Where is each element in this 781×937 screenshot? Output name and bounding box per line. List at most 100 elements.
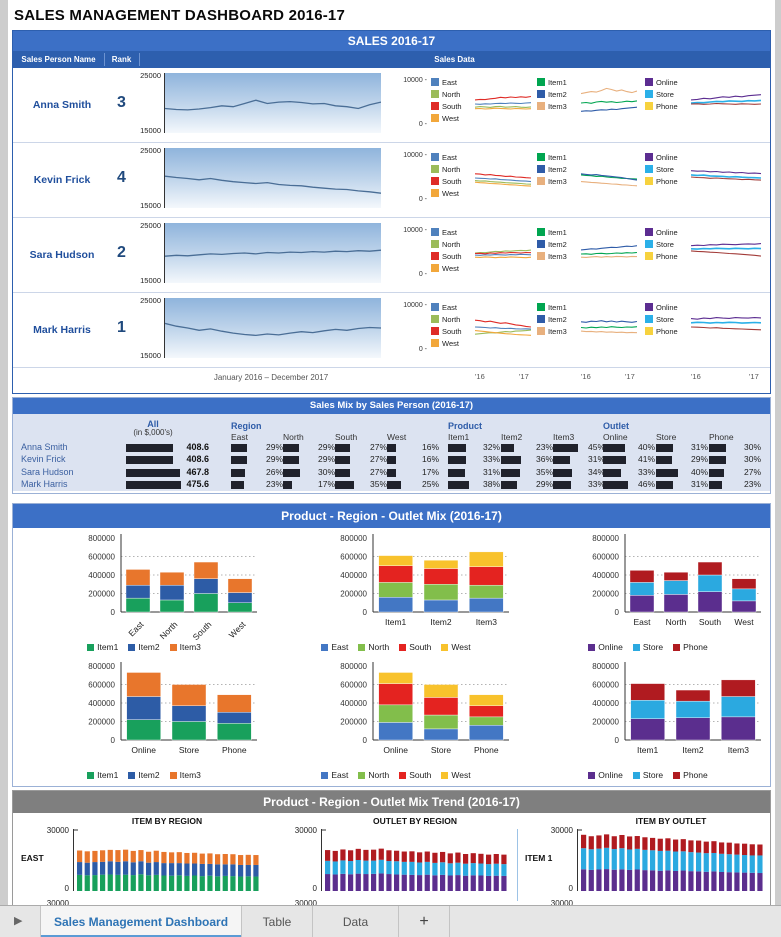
mix-body: Region Product Outlet All (in $,000's) East No… <box>13 414 770 491</box>
stacked-chart[interactable]: 0 200000 400000 600000 800000 Item1 Item2 Item3… <box>525 660 771 784</box>
region-sparkline[interactable] <box>475 227 531 279</box>
phone-legend-swatch <box>645 177 653 185</box>
legend-label: Online <box>656 152 678 162</box>
mix-pct-value: 33% <box>482 454 500 465</box>
legend-item: Item2 <box>128 642 160 652</box>
region-sparkline[interactable] <box>475 77 531 129</box>
legend-item: East <box>321 642 348 652</box>
outlet-sparkline[interactable] <box>691 227 761 279</box>
mix-pct-value: 38% <box>482 478 500 489</box>
tab-data[interactable]: Data <box>313 906 399 937</box>
svg-text:0: 0 <box>111 736 116 745</box>
mix-all-header: All <box>147 419 159 429</box>
store-legend-swatch <box>645 315 653 323</box>
south-legend-swatch <box>431 252 439 260</box>
area-trend-chart[interactable]: 25000 15000 <box>135 71 381 138</box>
product-sparkline[interactable] <box>581 77 637 129</box>
mix-pct-bar <box>501 468 521 477</box>
trend-chart-title: ITEM BY OUTLET <box>635 816 707 826</box>
product-sparkline[interactable] <box>581 227 637 279</box>
legend-item: Store <box>645 313 689 325</box>
stacked-chart[interactable]: 0 200000 400000 600000 800000 Item1 Item2 Item3… <box>273 532 519 656</box>
legend-item: Online <box>645 226 689 238</box>
legend-label: Item1 <box>548 302 567 312</box>
mix-pct-value: 29% <box>690 454 708 465</box>
stacked-chart-plot: 0 200000 400000 600000 800000 East North South W… <box>88 534 257 642</box>
store-legend-swatch <box>645 240 653 248</box>
online-legend-swatch <box>645 78 653 86</box>
svg-text:Item3: Item3 <box>476 617 498 627</box>
stacked-chart-plot: 0 200000 400000 600000 800000 Online Store Phon… <box>340 662 509 755</box>
mix-column-label: Item3 <box>553 432 575 442</box>
spark-x-end: '17 <box>625 372 635 381</box>
svg-text:East: East <box>633 617 651 627</box>
stacked-chart[interactable]: 0 200000 400000 600000 800000 Online Store Phon… <box>21 660 267 784</box>
region-sparkline[interactable] <box>475 302 531 354</box>
legend-item: Online <box>588 642 623 652</box>
mix-pct-bar <box>231 480 244 489</box>
mix-group-header: Region <box>231 421 262 431</box>
svg-text:200000: 200000 <box>340 718 367 727</box>
stacked-chart[interactable]: 0 200000 400000 600000 800000 Online Store Phon… <box>273 660 519 784</box>
north-legend-swatch <box>358 643 366 651</box>
legend-label: Item1 <box>548 77 567 87</box>
tab-sales-management-dashboard[interactable]: Sales Management Dashboard <box>40 906 242 937</box>
svg-text:800000: 800000 <box>340 534 367 543</box>
trend-chart[interactable]: OUTLET BY REGION 30000 0 30000 <box>267 813 515 905</box>
legend-item: Item2 <box>128 770 160 780</box>
item3-legend-swatch <box>537 177 545 185</box>
sales-mix-header: Sales Mix by Sales Person (2016-17) <box>13 398 770 414</box>
area-trend-chart[interactable]: 25000 15000 <box>135 221 381 288</box>
product-sparkline[interactable] <box>581 302 637 354</box>
mix-pct-bar <box>656 456 672 465</box>
trend-chart[interactable]: ITEM BY OUTLET 30000 0 ITEM 1 30000 <box>523 813 770 905</box>
north-legend-swatch <box>431 90 439 98</box>
spark-axis-min: 0 - <box>418 271 427 278</box>
outlet-sparkline[interactable] <box>691 152 761 204</box>
svg-text:600000: 600000 <box>592 553 619 562</box>
legend-item: Item1 <box>537 226 581 238</box>
svg-text:800000: 800000 <box>88 534 115 543</box>
legend-label: Phone <box>656 101 678 111</box>
sheet-nav-next-icon[interactable]: ▶ <box>14 915 23 927</box>
item1-legend-swatch <box>537 153 545 161</box>
legend-label: South <box>442 326 462 336</box>
stacked-chart[interactable]: 0 200000 400000 600000 800000 East North South W… <box>525 532 771 656</box>
mix-pct-bar <box>231 468 246 477</box>
tab-table[interactable]: Table <box>242 906 313 937</box>
svg-text:North: North <box>666 617 687 627</box>
stacked-chart-plot: 0 200000 400000 600000 800000 Item1 Item2 Item3 <box>340 534 509 627</box>
sheet-tab-bar: ▶ Sales Management Dashboard Table Data … <box>0 905 781 937</box>
mix-pct-bar <box>501 444 514 452</box>
product-sparkline[interactable] <box>581 152 637 204</box>
online-legend-swatch <box>588 643 596 651</box>
legend-item: East <box>321 770 348 780</box>
area-trend-chart[interactable]: 25000 15000 <box>135 296 381 363</box>
mix-pct-value: 30% <box>317 466 335 477</box>
area-trend-chart[interactable]: 25000 15000 <box>135 146 381 213</box>
south-legend-swatch <box>399 771 407 779</box>
outlet-sparkline[interactable] <box>691 77 761 129</box>
legend-outlet: Online Store Phone <box>645 76 689 112</box>
legend-label: Item1 <box>97 770 119 780</box>
legend-item: Phone <box>645 100 689 112</box>
mix-pct-value: 41% <box>637 454 655 465</box>
region-sparkline[interactable] <box>475 152 531 204</box>
sales-table-subheader: Sales Person Name Rank Sales Data <box>13 51 770 68</box>
sales-panel-header: SALES 2016-17 <box>13 31 770 51</box>
legend-label: Phone <box>656 326 678 336</box>
mix-pct-value: 40% <box>637 442 655 452</box>
legend-label: Item3 <box>179 770 201 780</box>
mix-row-name: Kevin Frick <box>21 454 66 465</box>
add-sheet-button[interactable]: + <box>399 906 450 937</box>
legend-item: North <box>431 163 475 175</box>
outlet-sparkline[interactable] <box>691 302 761 354</box>
legend-item: North <box>431 313 475 325</box>
mix-pct-bar <box>553 444 578 452</box>
stacked-chart[interactable]: 0 200000 400000 600000 800000 East North South W… <box>21 532 267 656</box>
svg-text:400000: 400000 <box>88 699 115 708</box>
svg-text:0: 0 <box>615 736 620 745</box>
trend-chart[interactable]: ITEM BY REGION 30000 0 EAST 30000 <box>19 813 267 905</box>
store-legend-swatch <box>645 90 653 98</box>
legend-label: Store <box>656 314 674 324</box>
